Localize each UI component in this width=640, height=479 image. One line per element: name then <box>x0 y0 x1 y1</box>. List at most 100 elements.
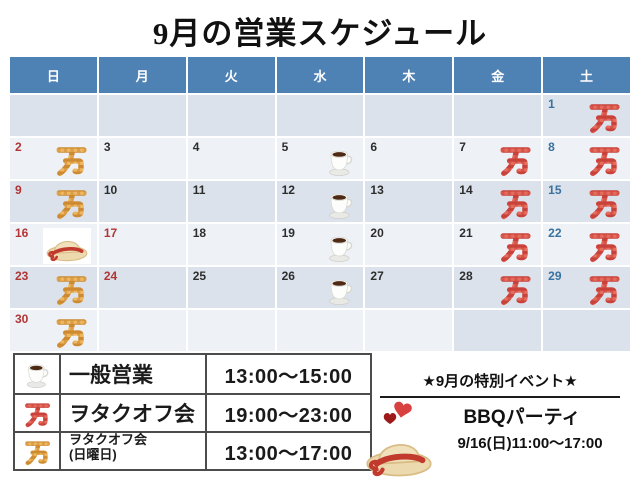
date-number: 1 <box>548 97 555 111</box>
date-number: 5 <box>281 140 289 154</box>
hearts-icon <box>382 399 414 426</box>
special-event-name: BBQパーティ <box>463 407 581 428</box>
calendar-cell-empty <box>187 310 275 351</box>
calendar-cell-10: 10 <box>98 181 186 222</box>
calendar-cell-14: 14 <box>454 181 542 222</box>
date-number: 29 <box>548 269 562 283</box>
date-number: 3 <box>103 140 111 154</box>
coffee-cup-icon <box>325 188 355 220</box>
date-number: 12 <box>281 183 295 197</box>
calendar-cell-27: 27 <box>365 267 453 308</box>
calendar-cell-26: 26 <box>276 267 364 308</box>
coffee-cup-icon <box>325 274 355 306</box>
legend-label-otaku-meetup-sunday: ヲタクオフ会 (日曜日) <box>59 431 205 469</box>
orange-plaid-man-icon <box>54 142 89 177</box>
date-number: 13 <box>370 183 384 197</box>
date-number: 2 <box>15 140 22 154</box>
calendar-cell-empty <box>98 310 186 351</box>
calendar-cell-empty <box>187 95 275 136</box>
calendar-cell-16: 16 <box>10 224 97 265</box>
date-number: 7 <box>459 140 466 154</box>
date-number: 9 <box>15 183 22 197</box>
calendar-cell-3: 3 <box>98 138 186 179</box>
calendar-cell-25: 25 <box>187 267 275 308</box>
date-number: 24 <box>103 269 118 283</box>
date-number: 4 <box>192 140 200 154</box>
calendar-cell-12: 12 <box>276 181 364 222</box>
calendar-cell-7: 7 <box>454 138 542 179</box>
date-number: 28 <box>459 269 473 283</box>
date-number: 26 <box>281 269 295 283</box>
coffee-cup-icon <box>23 359 51 389</box>
special-event-panel: ★9月の特別イベント★ BBQパーティ 9/16(日)11:00～17:00 <box>372 362 630 477</box>
legend-table: 一般営業 13:00～15:00 ヲタクオフ会 19:00～23:00 ヲタクオ… <box>13 353 372 471</box>
straw-hat-icon <box>42 228 91 264</box>
calendar-cell-11: 11 <box>187 181 275 222</box>
calendar-cell-29: 29 <box>543 267 630 308</box>
calendar-cell-empty <box>454 95 542 136</box>
date-number: 20 <box>370 226 384 240</box>
date-number: 14 <box>459 183 473 197</box>
date-number: 15 <box>548 183 562 197</box>
red-plaid-man-icon <box>587 142 622 177</box>
calendar-cell-empty <box>10 95 97 136</box>
calendar-cell-21: 21 <box>454 224 542 265</box>
calendar-cell-15: 15 <box>543 181 630 222</box>
calendar-cell-empty <box>365 310 453 351</box>
red-plaid-man-icon <box>23 399 52 428</box>
date-number: 10 <box>103 183 118 197</box>
legend-label-line2: (日曜日) <box>69 446 117 462</box>
date-number: 23 <box>15 269 29 283</box>
date-number: 17 <box>103 226 118 240</box>
calendar-cell-19: 19 <box>276 224 364 265</box>
calendar-cell-5: 5 <box>276 138 364 179</box>
page-title: 9月の営業スケジュール <box>152 16 488 51</box>
day-header-mon: 月 <box>98 57 186 93</box>
calendar-cell-9: 9 <box>10 181 97 222</box>
calendar-cell-4: 4 <box>187 138 275 179</box>
calendar-cell-8: 8 <box>543 138 630 179</box>
red-plaid-man-icon <box>587 99 622 134</box>
legend-time-otaku-meetup-sunday: 13:00～17:00 <box>205 431 370 469</box>
calendar-cell-empty <box>98 95 186 136</box>
legend-label-line1: ヲタクオフ会 <box>69 432 148 447</box>
day-header-fri: 金 <box>454 57 542 93</box>
calendar-cell-30: 30 <box>10 310 97 351</box>
calendar-cell-empty <box>276 310 364 351</box>
legend-label-general-business: 一般営業 <box>59 355 205 393</box>
calendar-cell-6: 6 <box>365 138 453 179</box>
red-plaid-man-icon <box>498 228 533 263</box>
calendar-cell-empty <box>543 310 630 351</box>
legend-icon-cell <box>15 355 59 393</box>
calendar-cell-18: 18 <box>187 224 275 265</box>
date-number: 18 <box>192 226 207 240</box>
red-plaid-man-icon <box>587 185 622 220</box>
date-number: 22 <box>548 226 562 240</box>
calendar-cell-2: 2 <box>10 138 97 179</box>
straw-hat-icon <box>363 425 435 479</box>
red-plaid-man-icon <box>587 228 622 263</box>
day-header-thu: 木 <box>365 57 453 93</box>
orange-plaid-man-icon <box>54 314 89 349</box>
coffee-cup-icon <box>325 145 355 177</box>
legend-icon-cell <box>15 431 59 469</box>
coffee-cup-icon <box>325 231 355 263</box>
special-event-title: ★9月の特別イベント★ <box>380 370 620 398</box>
legend-time-otaku-meetup: 19:00～23:00 <box>205 393 370 431</box>
date-number: 8 <box>548 140 555 154</box>
calendar-cell-22: 22 <box>543 224 630 265</box>
red-plaid-man-icon <box>587 271 622 306</box>
date-number: 27 <box>370 269 384 283</box>
date-number: 30 <box>15 312 29 326</box>
red-plaid-man-icon <box>498 271 533 306</box>
legend-label-otaku-meetup: ヲタクオフ会 <box>59 393 205 431</box>
date-number: 19 <box>281 226 295 240</box>
special-event-schedule: 9/16(日)11:00～17:00 <box>457 435 603 452</box>
date-number: 21 <box>459 226 473 240</box>
calendar-cell-empty <box>365 95 453 136</box>
calendar-cell-23: 23 <box>10 267 97 308</box>
day-header-tue: 火 <box>187 57 275 93</box>
day-header-sun: 日 <box>10 57 97 93</box>
day-header-sat: 土 <box>543 57 630 93</box>
